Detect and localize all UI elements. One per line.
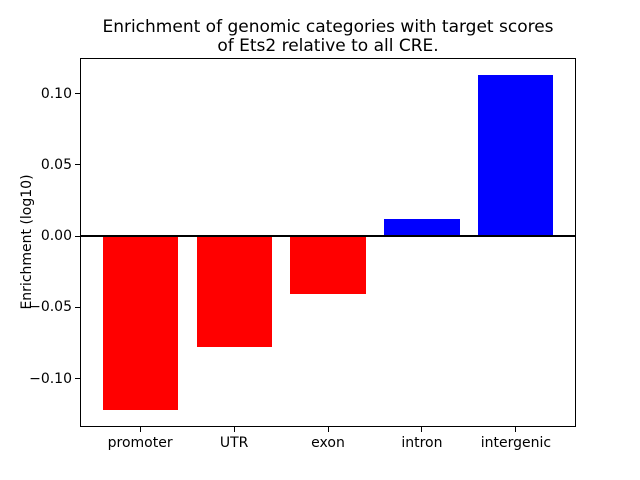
x-tick-mark <box>139 427 141 432</box>
bar-exon <box>290 236 366 295</box>
y-tick-mark <box>75 378 80 380</box>
y-tick-mark <box>75 93 80 95</box>
x-tick-mark <box>327 427 329 432</box>
zero-line <box>80 235 576 238</box>
x-tick-label-exon: exon <box>311 435 345 451</box>
y-tick-mark <box>75 306 80 308</box>
x-tick-label-intron: intron <box>401 435 443 451</box>
bar-intron <box>384 219 460 237</box>
x-tick-mark <box>515 427 517 432</box>
x-tick-mark <box>421 427 423 432</box>
y-tick-mark <box>75 164 80 166</box>
chart-title-line2: of Ets2 relative to all CRE. <box>217 36 439 56</box>
bar-intergenic <box>478 75 554 237</box>
x-tick-mark <box>233 427 235 432</box>
y-tick-mark <box>75 235 80 237</box>
y-tick-label: −0.05 <box>29 299 72 316</box>
x-tick-label-promoter: promoter <box>107 435 173 451</box>
plot-border <box>80 58 576 427</box>
chart-title: Enrichment of genomic categories with ta… <box>80 18 576 56</box>
y-tick-label: 0.05 <box>40 156 72 173</box>
x-tick-label-intergenic: intergenic <box>480 435 552 451</box>
y-tick-label: 0.00 <box>40 228 72 245</box>
y-tick-label: −0.10 <box>29 370 72 387</box>
x-tick-label-UTR: UTR <box>219 435 249 451</box>
y-tick-label: 0.10 <box>40 85 72 102</box>
bar-promoter <box>102 236 178 410</box>
bar-UTR <box>196 236 272 348</box>
chart-title-line1: Enrichment of genomic categories with ta… <box>102 17 554 37</box>
